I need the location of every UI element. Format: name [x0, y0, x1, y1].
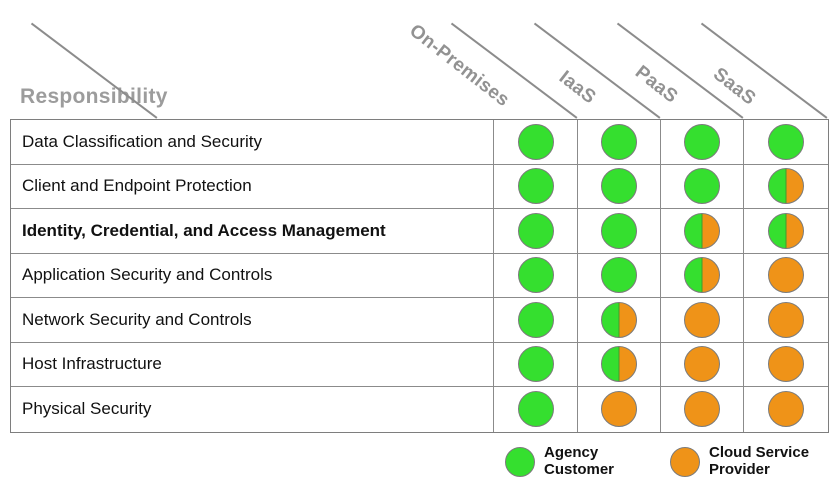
table-row: Host Infrastructure: [11, 342, 828, 387]
green-circle-icon: [517, 301, 554, 338]
matrix-cell: [494, 253, 578, 297]
legend-item-agency-customer: Agency Customer: [505, 444, 615, 478]
matrix-cell: [661, 342, 744, 386]
green-circle-icon: [517, 123, 554, 160]
column-header-saas: SaaS: [709, 63, 760, 110]
matrix-cell: [578, 120, 661, 164]
matrix-cell: [744, 120, 828, 164]
split-circle-icon: [684, 212, 720, 249]
matrix-cell: [578, 342, 661, 386]
matrix-cell: [661, 164, 744, 208]
matrix-cell: [744, 387, 828, 432]
matrix-cell: [661, 387, 744, 432]
row-label: Application Security and Controls: [11, 253, 494, 297]
row-label: Host Infrastructure: [11, 342, 494, 386]
green-circle-icon: [517, 257, 554, 294]
green-circle-icon: [601, 123, 637, 160]
matrix-cell: [494, 387, 578, 432]
agency-customer-circle-icon: [505, 446, 535, 477]
green-circle-icon: [601, 212, 637, 249]
split-circle-icon: [601, 346, 637, 383]
green-circle-icon: [517, 346, 554, 383]
orange-circle-icon: [684, 391, 720, 428]
green-circle-icon: [517, 168, 554, 205]
row-label: Data Classification and Security: [11, 120, 494, 164]
legend-label: Cloud Service Provider: [709, 444, 810, 478]
green-circle-icon: [684, 168, 720, 205]
matrix-cell: [661, 298, 744, 342]
green-circle-icon: [601, 168, 637, 205]
split-circle-icon: [684, 257, 720, 294]
orange-circle-icon: [601, 391, 637, 428]
orange-circle-icon: [768, 391, 804, 428]
matrix-cell: [494, 298, 578, 342]
split-circle-icon: [768, 168, 804, 205]
column-header-on-premises: On-Premises: [405, 20, 514, 111]
orange-circle-icon: [684, 301, 720, 338]
legend-item-cloud-service-provider: Cloud Service Provider: [670, 444, 810, 478]
table-row: Network Security and Controls: [11, 298, 828, 343]
green-circle-icon: [768, 123, 804, 160]
table-row: Data Classification and Security: [11, 120, 828, 165]
green-circle-icon: [517, 212, 554, 249]
green-circle-icon: [684, 123, 720, 160]
row-label: Identity, Credential, and Access Managem…: [11, 209, 494, 253]
cloud-service-provider-circle-icon: [670, 446, 700, 477]
orange-circle-icon: [768, 257, 804, 294]
table-row: Identity, Credential, and Access Managem…: [11, 209, 828, 254]
table-row: Application Security and Controls: [11, 253, 828, 298]
orange-circle-icon: [684, 346, 720, 383]
matrix-cell: [494, 342, 578, 386]
column-header-iaas: IaaS: [554, 66, 600, 109]
matrix-cell: [661, 209, 744, 253]
matrix-cell: [744, 254, 828, 298]
matrix-cell: [661, 120, 744, 164]
matrix-cell: [578, 164, 661, 208]
table-row: Physical Security: [11, 387, 828, 432]
matrix-cell: [578, 253, 661, 297]
legend-label: Agency Customer: [544, 444, 615, 478]
responsibility-table: Data Classification and Security Client a…: [10, 119, 829, 433]
split-circle-icon: [601, 301, 637, 338]
row-label: Physical Security: [11, 387, 494, 432]
page-title: Responsibility: [20, 85, 168, 108]
table-row: Client and Endpoint Protection: [11, 164, 828, 209]
row-label: Client and Endpoint Protection: [11, 164, 494, 208]
matrix-cell: [578, 387, 661, 432]
matrix-cell: [744, 343, 828, 387]
row-label: Network Security and Controls: [11, 298, 494, 342]
matrix-cell: [494, 164, 578, 208]
matrix-cell: [661, 253, 744, 297]
split-circle-icon: [768, 212, 804, 249]
matrix-cell: [494, 120, 578, 164]
green-circle-icon: [601, 257, 637, 294]
matrix-cell: [578, 209, 661, 253]
matrix-cell: [578, 298, 661, 342]
matrix-cell: [744, 298, 828, 342]
green-circle-icon: [517, 391, 554, 428]
matrix-cell: [744, 209, 828, 253]
matrix-cell: [744, 165, 828, 209]
matrix-cell: [494, 209, 578, 253]
orange-circle-icon: [768, 301, 804, 338]
orange-circle-icon: [768, 346, 804, 383]
